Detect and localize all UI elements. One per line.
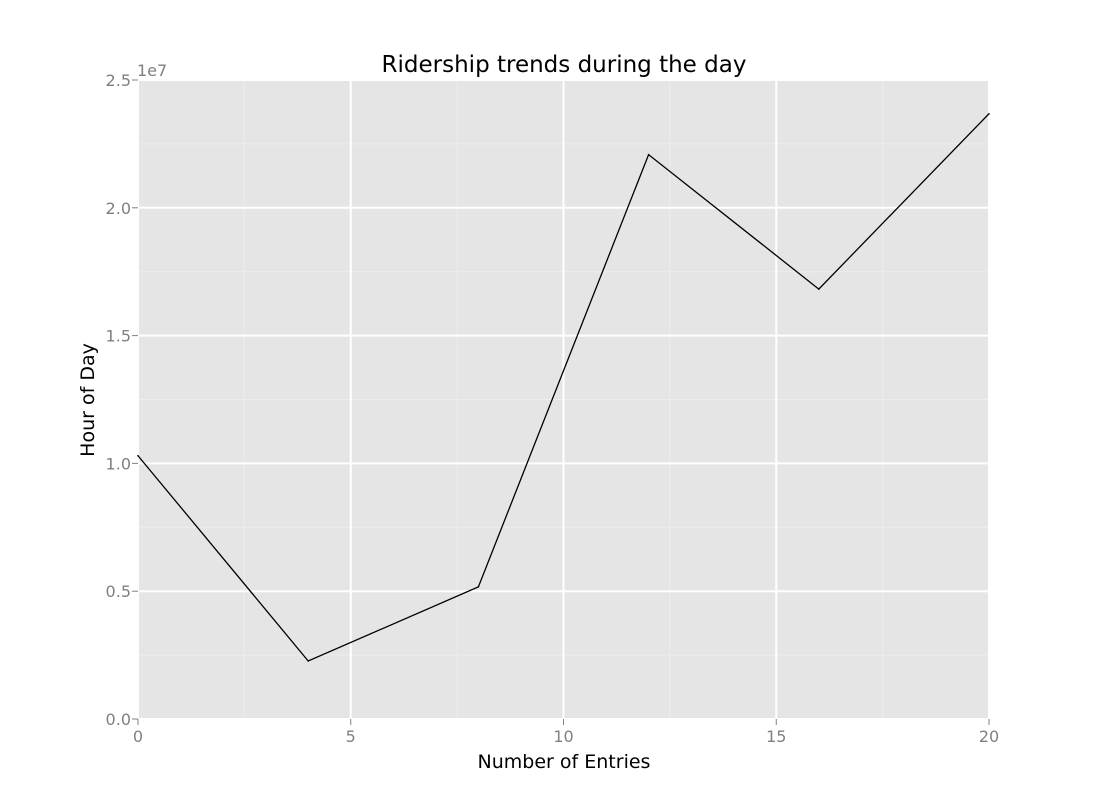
x-tick-label: 10 (553, 727, 573, 746)
y-axis-label: Hour of Day (77, 343, 99, 457)
data-point (988, 112, 990, 115)
axis-ticks (132, 79, 990, 725)
series-layer (137, 112, 990, 662)
x-tick-label: 0 (133, 727, 143, 746)
chart-title: Ridership trends during the day (382, 52, 747, 78)
y-tick-label: 2.0 (106, 199, 131, 218)
y-tick-label: 0.5 (106, 582, 131, 601)
x-tick-label: 20 (979, 727, 999, 746)
y-axis-offset-label: 1e7 (137, 61, 167, 80)
y-tick-label: 1.0 (106, 454, 131, 473)
data-point (647, 153, 650, 156)
data-point (137, 454, 139, 457)
y-tick-label: 1.5 (106, 327, 131, 346)
y-tick-label: 0.0 (106, 710, 131, 729)
y-tick-label: 2.5 (106, 71, 131, 90)
x-tick-label: 5 (346, 727, 356, 746)
axis-tick-labels: 0 5 10 15 20 0.0 0.5 1.0 1.5 2.0 2.5 (106, 71, 1000, 746)
data-point (477, 586, 480, 588)
data-point (307, 660, 310, 662)
x-tick-label: 15 (766, 727, 786, 746)
x-axis-label: Number of Entries (478, 751, 651, 773)
series-line (137, 113, 990, 662)
data-point (818, 288, 820, 290)
